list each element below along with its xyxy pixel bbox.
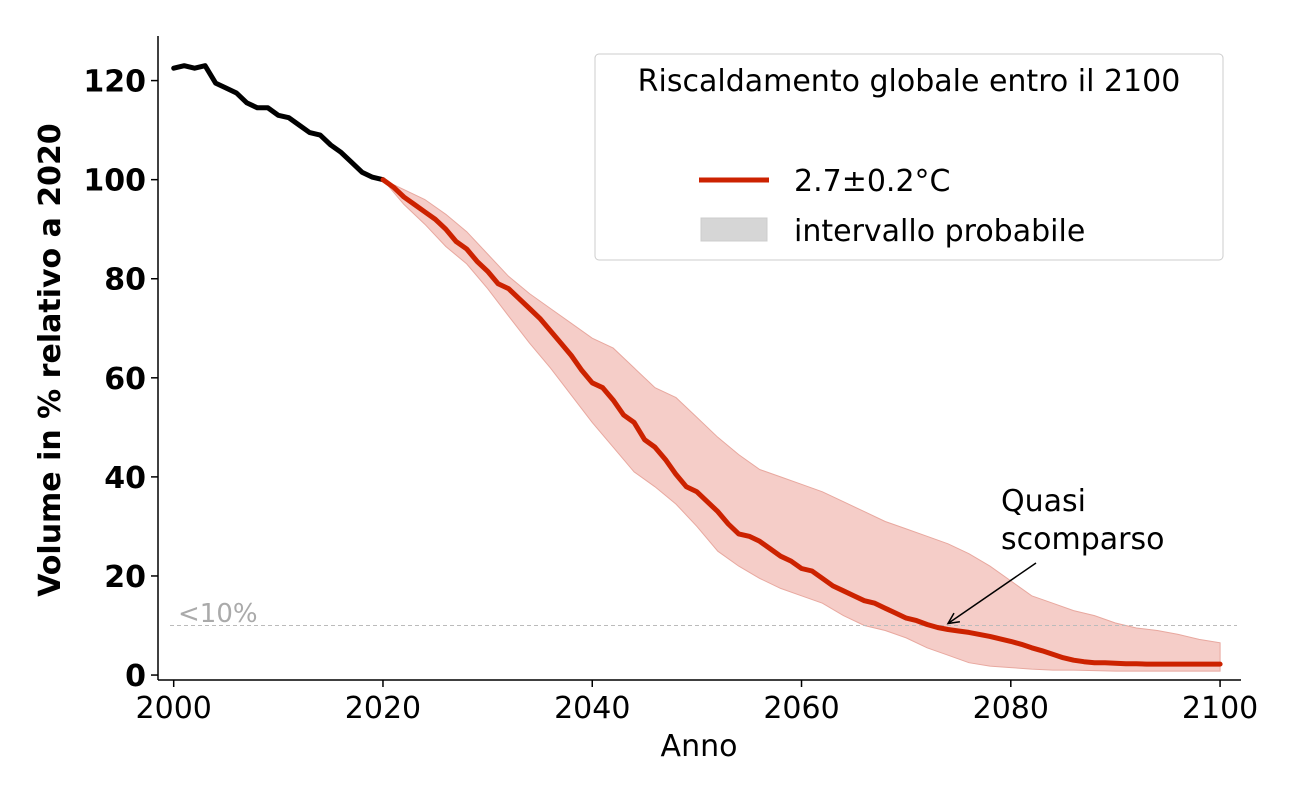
annotation-arrow: [947, 562, 1037, 625]
annotation: Quasi scomparso: [946, 484, 1164, 625]
y-tick-label: 100: [83, 164, 146, 199]
legend-entry-band: intervallo probabile: [794, 214, 1085, 249]
legend-frame: [594, 53, 1224, 261]
projection-line: [380, 177, 1223, 667]
legend-entry-projection: 2.7±0.2°C: [794, 164, 951, 199]
legend: Riscaldamento globale entro il 2100 2.7±…: [594, 53, 1224, 261]
y-tick-label: 80: [104, 263, 146, 298]
y-tick-label: 40: [104, 461, 146, 496]
series-lines: [171, 63, 1223, 667]
legend-band-swatch: [700, 217, 768, 242]
annotation-line-2: scomparso: [1001, 522, 1164, 557]
x-tick-label: 2060: [763, 691, 839, 726]
annotation-line-1: Quasi: [1001, 484, 1086, 519]
x-ticks: 2000 2020 2040 2060 2080 2100: [136, 680, 1258, 726]
threshold-label: <10%: [178, 599, 258, 629]
axes: [157, 36, 1241, 681]
y-axis-label: Volume in % relativo a 2020: [33, 123, 68, 597]
legend-title: Riscaldamento globale entro il 2100: [638, 64, 1181, 99]
y-tick-label: 120: [83, 65, 146, 100]
x-tick-label: 2000: [136, 691, 212, 726]
y-ticks: 0 20 40 60 80 100 120: [83, 65, 158, 694]
likely-range-area: [382, 179, 1221, 672]
x-tick-label: 2020: [345, 691, 421, 726]
x-axis-label: Anno: [661, 729, 738, 764]
y-tick-label: 0: [125, 659, 146, 694]
x-tick-label: 2080: [973, 691, 1049, 726]
x-tick-label: 2100: [1182, 691, 1258, 726]
x-tick-label: 2040: [554, 691, 630, 726]
likely-range-band: [382, 179, 1221, 672]
y-tick-label: 20: [104, 560, 146, 595]
annotation-arrow-head: [946, 612, 961, 625]
y-tick-label: 60: [104, 362, 146, 397]
historical-line: [171, 63, 386, 183]
